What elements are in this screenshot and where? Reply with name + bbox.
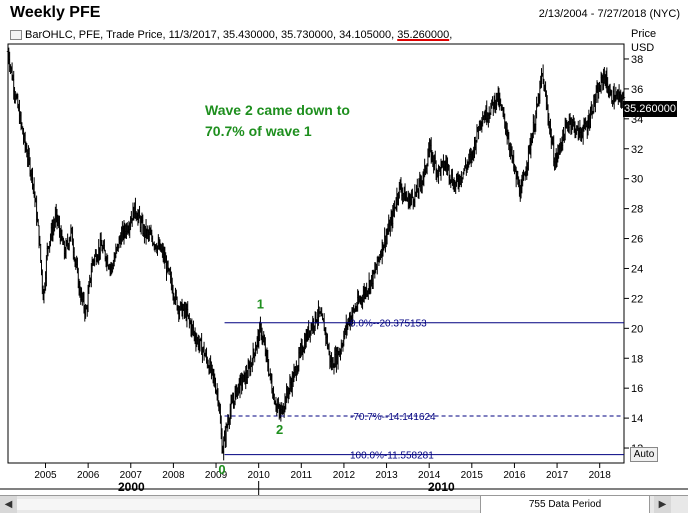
- current-price-tag: 35.260000: [623, 101, 677, 117]
- x-tick-label: 2010: [248, 470, 271, 481]
- x-tick-label: 2008: [162, 470, 185, 481]
- wave-label-0: 0: [218, 462, 225, 477]
- x-tick-label: 2018: [589, 470, 612, 481]
- y-tick-label: 26: [631, 234, 643, 246]
- x-tick-label: 2017: [546, 470, 569, 481]
- fib-level-label: -70.7%--14.141624: [350, 412, 436, 423]
- x-tick-label: 2012: [333, 470, 356, 481]
- y-tick-label: 18: [631, 353, 643, 365]
- fib-level-label: 0.0%--20.375153: [350, 319, 427, 330]
- y-tick-label: 36: [631, 84, 643, 96]
- y-tick-label: 16: [631, 383, 643, 395]
- chart-title: Weekly PFE: [10, 4, 101, 21]
- x-tick-label: 2014: [418, 470, 441, 481]
- chart-annotation: Wave 2 came down to 70.7% of wave 1: [205, 100, 350, 142]
- wave-label-2: 2: [276, 422, 283, 437]
- data-period-label: 755 Data Period: [480, 496, 650, 513]
- annotation-line-1: Wave 2 came down to: [205, 102, 350, 118]
- y-tick-label: 24: [631, 263, 643, 275]
- wave-label-1: 1: [257, 297, 264, 312]
- x-tick-label: 2007: [120, 470, 143, 481]
- y-tick-label: 20: [631, 323, 643, 335]
- y-tick-label: 22: [631, 293, 643, 305]
- annotation-line-2: 70.7% of wave 1: [205, 123, 312, 139]
- y-tick-label: 38: [631, 54, 643, 66]
- series-info-text: BarOHLC, PFE, Trade Price, 11/3/2017, 35…: [25, 29, 398, 41]
- x-tick-label: 2009: [205, 470, 228, 481]
- x-tick-label: 2005: [34, 470, 57, 481]
- y-tick-label: 30: [631, 174, 643, 186]
- price-axis-header: Price USD: [631, 27, 656, 55]
- bar-chart-icon[interactable]: [10, 30, 22, 41]
- scroll-right-icon[interactable]: ▶: [654, 496, 671, 513]
- series-info-tail: ,: [449, 29, 453, 41]
- series-info: BarOHLC, PFE, Trade Price, 11/3/2017, 35…: [10, 29, 452, 41]
- x-tick-label: 2011: [291, 470, 313, 481]
- plot-area: [7, 43, 625, 464]
- y-tick-label: 28: [631, 204, 643, 216]
- last-close-value: 35.260000: [397, 29, 450, 41]
- x-tick-label: 2006: [77, 470, 100, 481]
- x-tick-label: 2013: [375, 470, 398, 481]
- era-label-2000: 2000: [118, 480, 145, 494]
- scroll-track[interactable]: [17, 499, 480, 510]
- horizontal-scrollbar[interactable]: ◀ 755 Data Period ▶: [0, 495, 688, 513]
- auto-scale-button[interactable]: Auto: [630, 447, 658, 462]
- price-axis-label: Price: [631, 28, 657, 40]
- price-chart[interactable]: 1214161820222426283032343638200520062007…: [0, 0, 688, 495]
- era-label-2010: 2010: [428, 480, 455, 494]
- currency-label: USD: [631, 42, 655, 54]
- x-tick-label: 2016: [503, 470, 526, 481]
- scroll-left-icon[interactable]: ◀: [0, 496, 17, 513]
- y-tick-label: 32: [631, 144, 643, 156]
- date-range: 2/13/2004 - 7/27/2018 (NYC): [538, 8, 680, 20]
- x-tick-label: 2015: [461, 470, 484, 481]
- y-tick-label: 14: [631, 413, 643, 425]
- fib-level-label: 100.0%-11.558281: [350, 451, 434, 462]
